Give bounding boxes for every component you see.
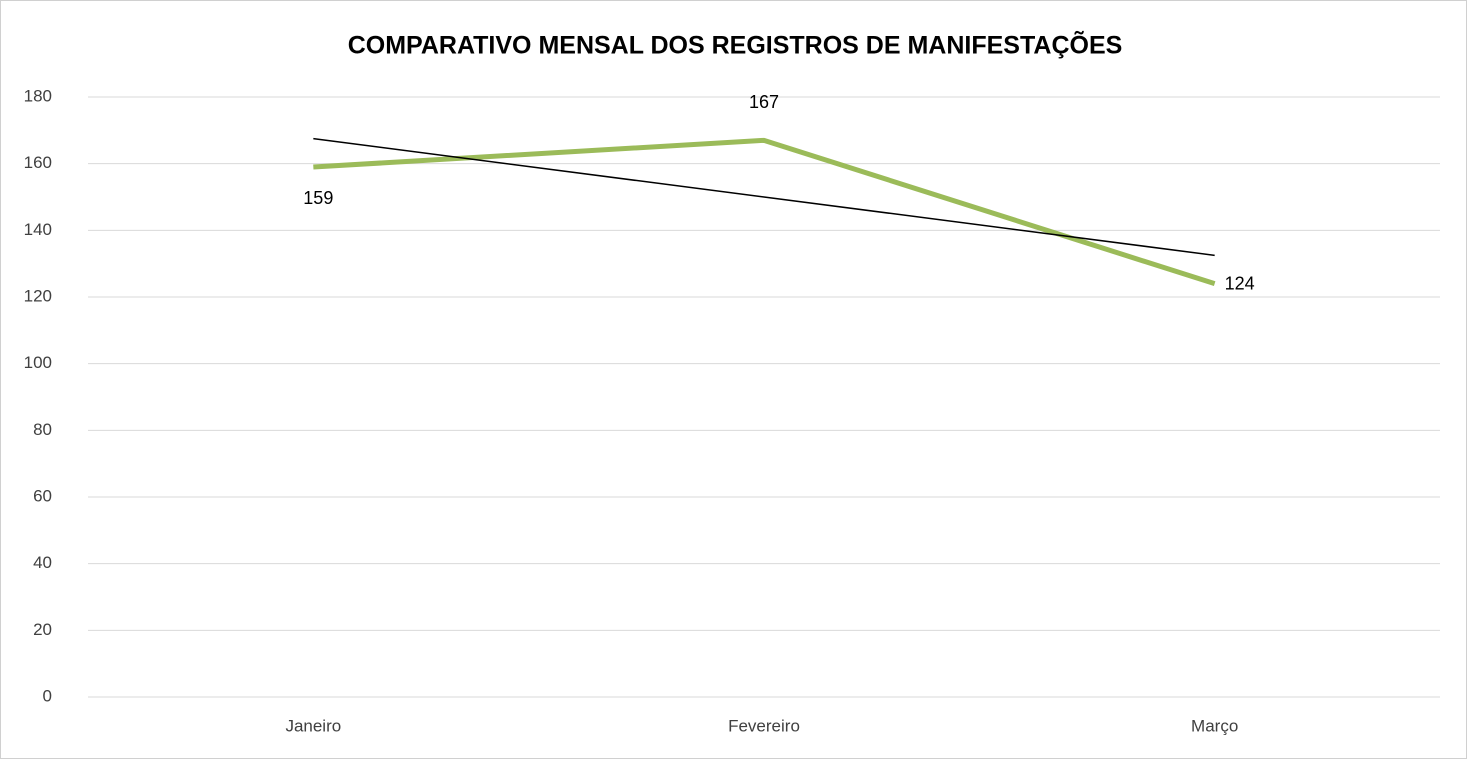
data-label: 124: [1225, 273, 1255, 293]
y-tick-label: 180: [24, 86, 52, 105]
data-label: 167: [749, 92, 779, 112]
data-label: 159: [303, 188, 333, 208]
y-tick-label: 80: [33, 420, 52, 439]
y-tick-label: 100: [24, 353, 52, 372]
y-tick-label: 20: [33, 620, 52, 639]
x-tick-label: Janeiro: [285, 716, 341, 735]
y-tick-label: 120: [24, 286, 52, 305]
y-tick-label: 0: [43, 686, 52, 705]
chart-title: COMPARATIVO MENSAL DOS REGISTROS DE MANI…: [348, 30, 1123, 60]
x-tick-label: Março: [1191, 716, 1238, 735]
y-tick-label: 160: [24, 153, 52, 172]
x-tick-label: Fevereiro: [728, 716, 800, 735]
y-tick-label: 60: [33, 486, 52, 505]
trend-line: [313, 137, 1215, 257]
y-tick-label: 140: [24, 220, 52, 239]
y-tick-label: 40: [33, 553, 52, 572]
